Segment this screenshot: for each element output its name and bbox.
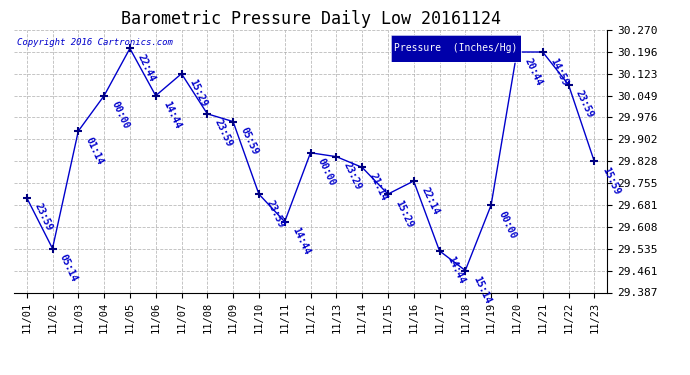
Text: 14:44: 14:44: [161, 100, 183, 131]
Text: 23:59: 23:59: [32, 202, 54, 232]
Text: 05:14: 05:14: [58, 253, 79, 284]
Text: 21:14: 21:14: [368, 171, 389, 202]
Text: 00:00: 00:00: [110, 100, 131, 131]
Text: 15:14: 15:14: [471, 274, 493, 306]
Text: 14:44: 14:44: [445, 255, 466, 286]
Text: 15:59: 15:59: [600, 166, 621, 196]
Text: 00:00: 00:00: [497, 209, 518, 240]
Text: 22:44: 22:44: [135, 53, 157, 84]
Text: 14:59: 14:59: [549, 56, 570, 87]
Text: 15:29: 15:29: [187, 78, 208, 109]
Text: 15:29: 15:29: [393, 198, 415, 229]
Text: 01:14: 01:14: [84, 135, 106, 166]
Text: 23:29: 23:29: [342, 161, 364, 192]
Text: Copyright 2016 Cartronics.com: Copyright 2016 Cartronics.com: [17, 38, 172, 47]
Text: 23:59: 23:59: [574, 89, 595, 120]
Text: 23:59: 23:59: [264, 198, 286, 229]
Text: 22:14: 22:14: [420, 185, 441, 216]
Text: 05:59: 05:59: [239, 126, 260, 157]
Text: 14:44: 14:44: [290, 226, 312, 257]
Title: Barometric Pressure Daily Low 20161124: Barometric Pressure Daily Low 20161124: [121, 10, 500, 28]
Text: 00:00: 00:00: [316, 157, 337, 188]
Text: 23:59: 23:59: [213, 118, 235, 149]
Text: 20:44: 20:44: [522, 56, 544, 87]
